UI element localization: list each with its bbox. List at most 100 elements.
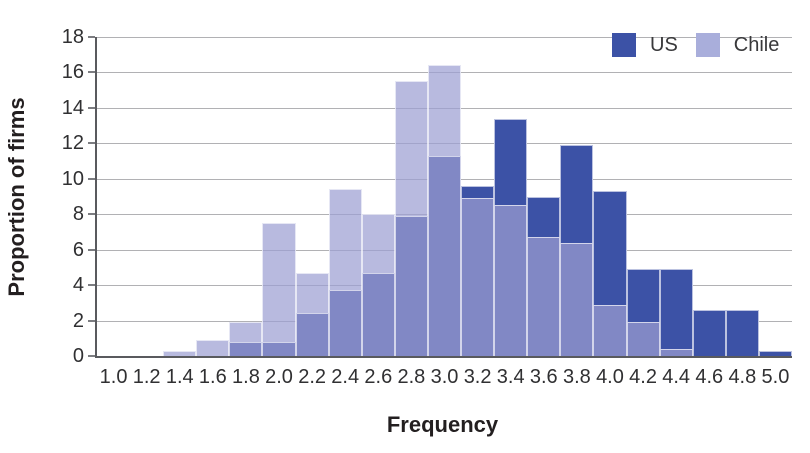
overlap-bar-segment: [527, 237, 561, 356]
histogram-bin-1.4: [163, 37, 197, 356]
y-axis-title: Proportion of firms: [4, 97, 29, 297]
y-tick-mark-10: [88, 177, 95, 180]
gridline-y-18: [97, 37, 792, 38]
histogram-bin-4.0: [593, 37, 627, 356]
x-tick-label-2.8: 2.8: [397, 366, 426, 388]
legend-item-us: US: [612, 33, 678, 57]
y-tick-mark-6: [88, 248, 95, 251]
y-tick-mark-18: [88, 36, 95, 38]
x-tick-label-1.0: 1.0: [99, 366, 128, 388]
histogram-bin-1.6: [196, 37, 230, 356]
us-legend-swatch: [612, 33, 636, 57]
overlap-bar-segment: [295, 313, 329, 356]
y-tick-mark-2: [88, 319, 95, 322]
chile-legend-swatch: [695, 33, 720, 57]
histogram-bin-2.2: [295, 37, 329, 356]
y-tick-mark-16: [88, 71, 95, 74]
y-tick-label-6: 6: [72, 238, 84, 261]
x-tick-label-5.0: 5.0: [761, 366, 790, 388]
x-tick-label-2.4: 2.4: [331, 366, 360, 388]
histogram-bin-3.6: [527, 37, 561, 356]
us-bar-segment: [494, 118, 528, 206]
histogram-bin-1.8: [229, 37, 263, 356]
histogram-bin-2.6: [361, 37, 395, 356]
x-tick-label-2.0: 2.0: [265, 366, 293, 388]
histogram-bin-3.2: [461, 37, 495, 356]
y-tick-label-8: 8: [72, 203, 84, 226]
x-tick-label-3.6: 3.6: [529, 366, 558, 388]
y-tick-mark-8: [88, 213, 95, 216]
x-tick-label-1.8: 1.8: [232, 366, 260, 388]
y-tick-mark-14: [88, 106, 95, 109]
overlap-bar-segment: [361, 272, 395, 356]
chile-bar-segment: [361, 214, 395, 273]
x-tick-label-4.4: 4.4: [662, 366, 691, 388]
histogram-bin-4.2: [626, 37, 660, 356]
us-bar-segment: [461, 185, 495, 199]
chile-bar-segment: [295, 272, 329, 314]
x-tick-label-4.2: 4.2: [629, 366, 657, 388]
y-tick-label-10: 10: [61, 167, 84, 190]
overlap-bar-segment: [659, 348, 693, 356]
overlap-bar-segment: [560, 242, 594, 356]
y-tick-label-14: 14: [61, 96, 84, 119]
chile-bar-segment: [328, 189, 362, 291]
overlap-bar-segment: [626, 322, 660, 356]
overlap-bar-segment: [427, 155, 462, 356]
x-tick-label-3.2: 3.2: [463, 366, 492, 388]
x-tick-label-1.4: 1.4: [165, 366, 194, 388]
y-tick-mark-4: [88, 284, 95, 287]
us-bar-segment: [527, 196, 561, 238]
us-bar-segment: [659, 269, 693, 349]
us-legend-label: US: [650, 33, 678, 56]
chile-bar-segment: [163, 350, 197, 356]
histogram-bin-1.2: [130, 37, 163, 356]
histogram-bin-5.0: [758, 37, 792, 356]
histogram-bin-2.4: [328, 37, 362, 356]
y-tick-label-12: 12: [61, 132, 84, 155]
overlap-bar-segment: [494, 205, 528, 356]
histogram-bin-1.0: [97, 37, 130, 356]
overlap-bar-segment: [328, 290, 362, 356]
y-tick-mark-0: [88, 355, 95, 357]
legend: US Chile: [612, 33, 779, 57]
x-tick-label-1.2: 1.2: [132, 366, 161, 388]
x-tick-label-2.6: 2.6: [364, 366, 393, 388]
y-tick-label-2: 2: [72, 309, 84, 332]
histogram-bin-4.4: [659, 37, 693, 356]
x-tick-label-4.0: 4.0: [596, 366, 624, 388]
us-bar-segment: [626, 269, 660, 323]
chile-bar-segment: [196, 340, 230, 356]
chile-bar-segment: [427, 65, 462, 156]
x-tick-label-3.8: 3.8: [562, 366, 591, 388]
x-tick-label-2.2: 2.2: [298, 366, 327, 388]
y-tick-mark-12: [88, 142, 95, 145]
histogram-bin-2.0: [262, 37, 296, 356]
overlap-bar-segment: [229, 341, 263, 356]
x-tick-label-1.6: 1.6: [198, 366, 227, 388]
legend-item-chile: Chile: [695, 33, 780, 57]
overlap-bar-segment: [593, 304, 627, 356]
x-tick-label-3.0: 3.0: [430, 366, 459, 388]
chile-bar-segment: [229, 322, 263, 342]
overlap-bar-segment: [394, 216, 428, 356]
us-bar-segment: [692, 309, 726, 356]
histogram-bin-4.6: [692, 37, 726, 356]
us-bar-segment: [560, 145, 594, 243]
histogram-bin-3.0: [427, 37, 462, 356]
histogram-bin-2.8: [394, 37, 428, 356]
y-tick-label-4: 4: [72, 274, 84, 297]
overlap-bar-segment: [461, 198, 495, 356]
overlap-bar-segment: [262, 341, 296, 356]
us-bar-segment: [725, 309, 759, 356]
x-tick-label-4.6: 4.6: [695, 366, 724, 388]
plot-area: [95, 37, 792, 358]
chile-legend-label: Chile: [733, 33, 780, 56]
us-bar-segment: [593, 191, 627, 305]
y-tick-label-0: 0: [72, 345, 84, 367]
x-tick-label-4.8: 4.8: [728, 366, 757, 388]
histogram-bin-3.8: [560, 37, 594, 356]
histogram-bin-3.4: [494, 37, 528, 356]
y-tick-label-16: 16: [61, 61, 84, 84]
